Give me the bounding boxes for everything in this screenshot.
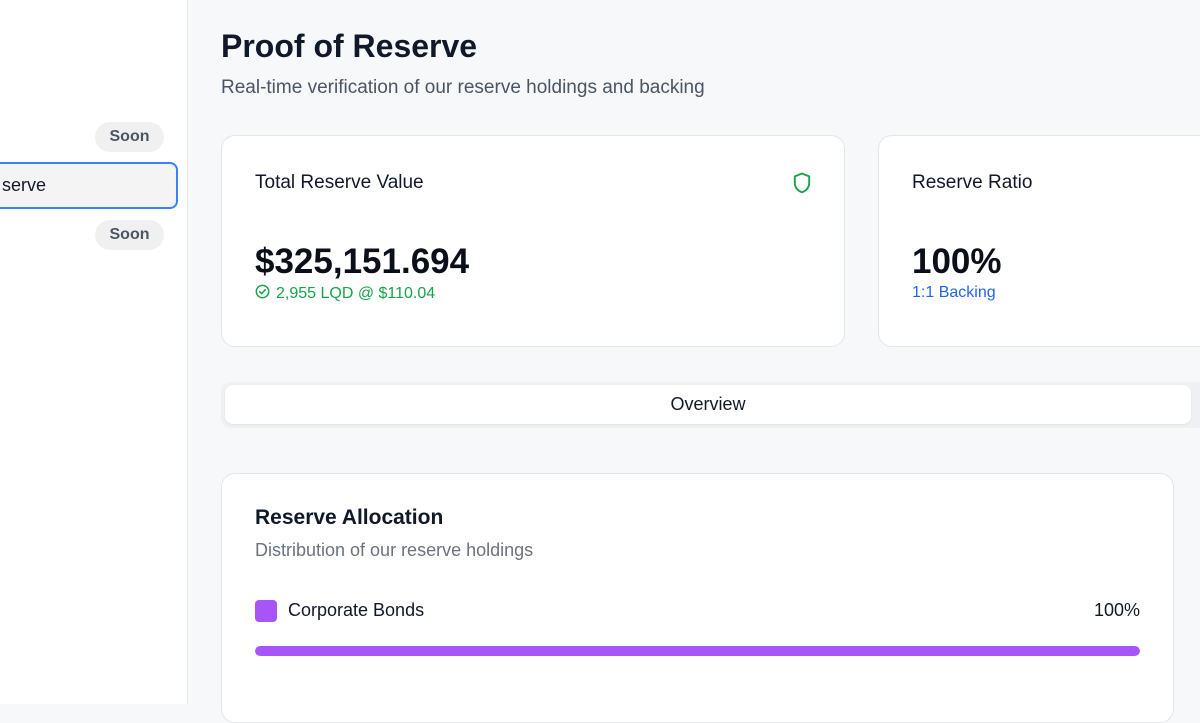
soon-badge: Soon: [95, 122, 164, 152]
allocation-item-name: Corporate Bonds: [288, 600, 424, 621]
tab-bar: Overview: [221, 382, 1200, 428]
soon-badge: Soon: [95, 220, 164, 250]
allocation-progress-track: [255, 646, 1140, 656]
reserve-detail: 2,955 LQD @ $110.04: [255, 284, 435, 304]
page-title: Proof of Reserve: [221, 28, 477, 65]
sidebar-item-label: serve: [2, 175, 46, 196]
tab-overview[interactable]: Overview: [225, 385, 1191, 424]
reserve-detail-text: 2,955 LQD @ $110.04: [276, 285, 435, 303]
shield-icon: [793, 172, 811, 199]
reserve-allocation-card: Reserve Allocation Distribution of our r…: [221, 473, 1174, 723]
reserve-ratio-value: 100%: [912, 242, 1002, 282]
sidebar-item-proof-of-reserve[interactable]: serve: [0, 162, 178, 209]
total-reserve-card: Total Reserve Value $325,151.694 2,955 L…: [221, 135, 845, 347]
total-reserve-value: $325,151.694: [255, 242, 469, 282]
allocation-title: Reserve Allocation: [255, 506, 443, 530]
page-subtitle: Real-time verification of our reserve ho…: [221, 77, 705, 99]
reserve-ratio-card: Reserve Ratio 100% 1:1 Backing: [878, 135, 1200, 347]
sidebar: Soon serve Soon: [0, 0, 188, 704]
allocation-progress-fill: [255, 646, 1140, 656]
main-content: Proof of Reserve Real-time verification …: [188, 0, 1200, 704]
reserve-ratio-label: Reserve Ratio: [912, 172, 1032, 194]
corporate-bonds-swatch: [255, 600, 277, 622]
allocation-subtitle: Distribution of our reserve holdings: [255, 540, 533, 561]
check-circle-icon: [255, 284, 270, 304]
allocation-item-percent: 100%: [1094, 600, 1140, 621]
total-reserve-label: Total Reserve Value: [255, 172, 424, 194]
backing-text: 1:1 Backing: [912, 284, 996, 302]
